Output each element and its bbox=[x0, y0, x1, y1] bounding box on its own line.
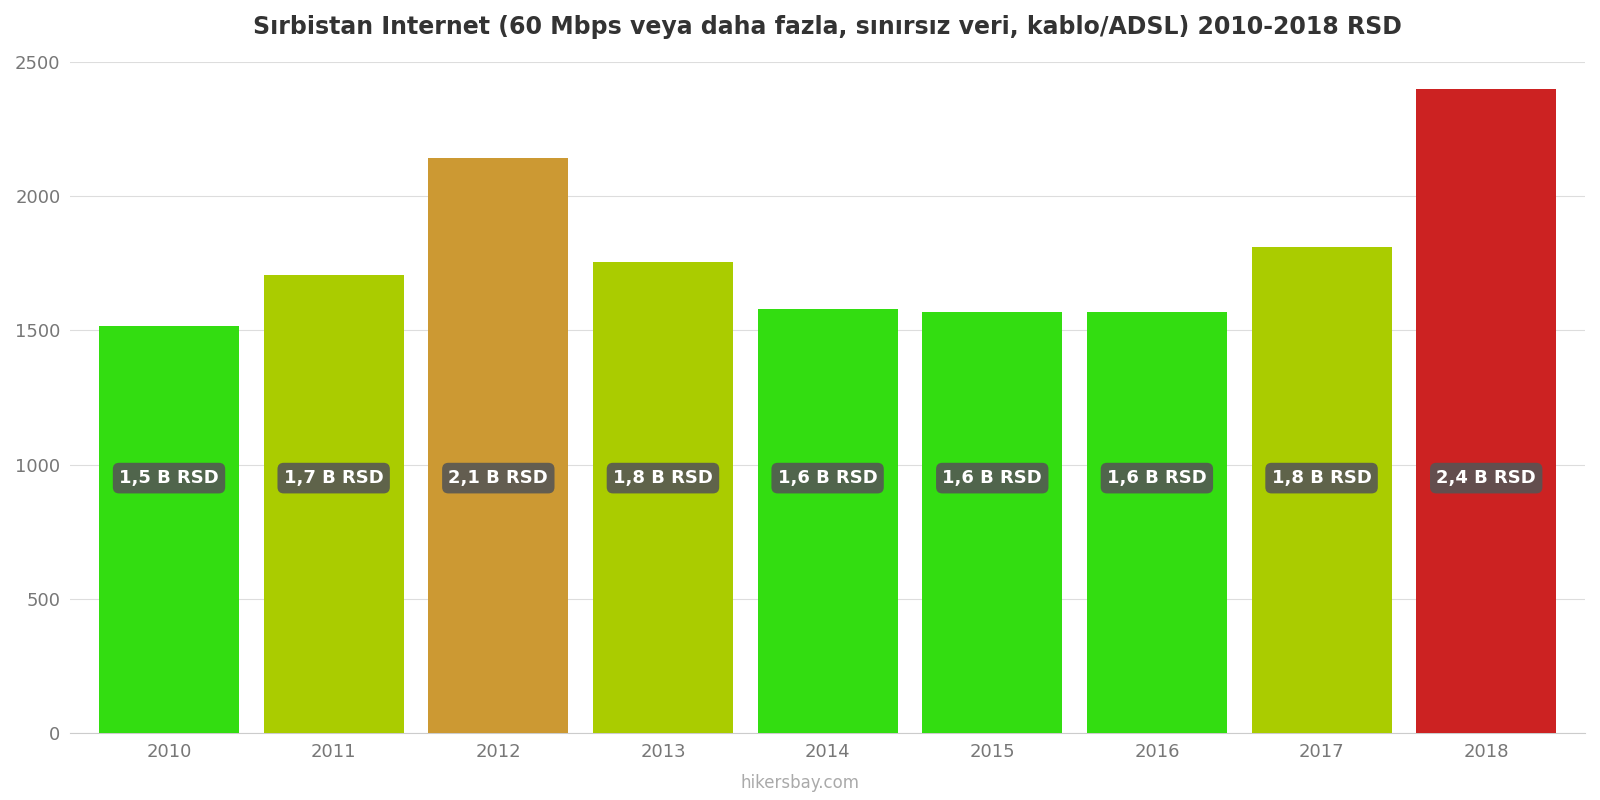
Bar bbox=[1251, 247, 1392, 734]
Text: 2,4 B RSD: 2,4 B RSD bbox=[1437, 469, 1536, 487]
Bar bbox=[264, 275, 403, 734]
Text: 1,8 B RSD: 1,8 B RSD bbox=[613, 469, 714, 487]
Bar bbox=[758, 309, 898, 734]
Text: 1,6 B RSD: 1,6 B RSD bbox=[942, 469, 1042, 487]
Title: Sırbistan Internet (60 Mbps veya daha fazla, sınırsız veri, kablo/ADSL) 2010-201: Sırbistan Internet (60 Mbps veya daha fa… bbox=[253, 15, 1402, 39]
Text: 1,8 B RSD: 1,8 B RSD bbox=[1272, 469, 1371, 487]
Bar bbox=[594, 262, 733, 734]
Bar bbox=[99, 326, 238, 734]
Text: hikersbay.com: hikersbay.com bbox=[741, 774, 859, 792]
Text: 1,6 B RSD: 1,6 B RSD bbox=[1107, 469, 1206, 487]
Bar bbox=[922, 311, 1062, 734]
Text: 1,6 B RSD: 1,6 B RSD bbox=[778, 469, 877, 487]
Bar bbox=[429, 158, 568, 734]
Bar bbox=[1086, 311, 1227, 734]
Text: 1,7 B RSD: 1,7 B RSD bbox=[283, 469, 384, 487]
Text: 2,1 B RSD: 2,1 B RSD bbox=[448, 469, 549, 487]
Bar bbox=[1416, 89, 1557, 734]
Text: 1,5 B RSD: 1,5 B RSD bbox=[118, 469, 219, 487]
